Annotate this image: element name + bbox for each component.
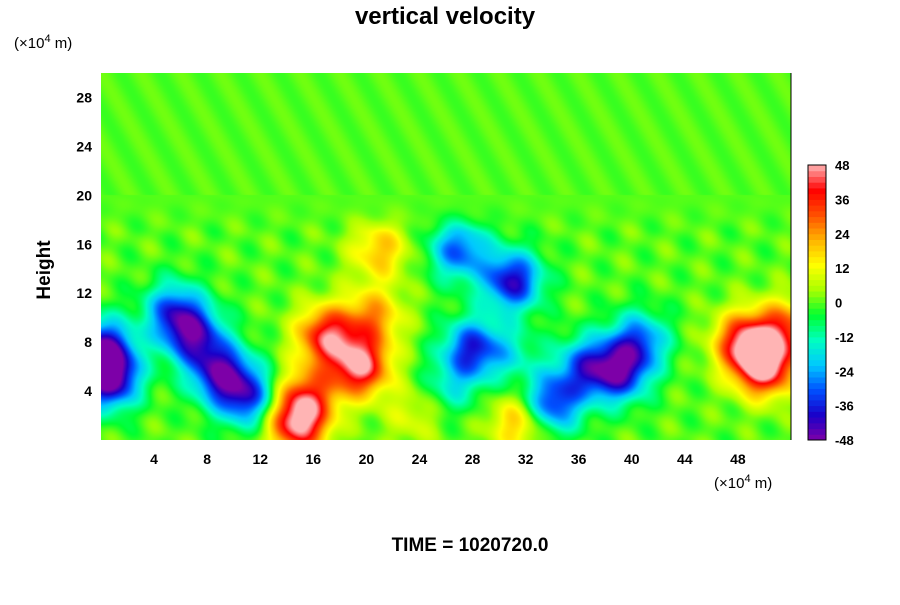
- colorbar-swatch: [808, 302, 826, 309]
- x-tick-label: 36: [571, 451, 587, 467]
- colorbar-swatch: [808, 165, 826, 172]
- colorbar-swatch: [808, 365, 826, 372]
- colorbar-swatch: [808, 422, 826, 430]
- colorbar-swatch: [808, 268, 826, 275]
- colorbar-swatch: [808, 342, 826, 349]
- colorbar-swatch: [808, 308, 826, 315]
- x-tick-label: 16: [306, 451, 322, 467]
- plot-area: [101, 73, 792, 440]
- x-tick-label: 24: [412, 451, 428, 467]
- colorbar-swatch: [808, 250, 826, 258]
- colorbar-swatch: [808, 348, 826, 355]
- colorbar-swatch: [808, 428, 826, 435]
- colorbar-swatch: [808, 376, 826, 384]
- colorbar: [807, 164, 827, 441]
- colorbar-swatch: [808, 405, 826, 412]
- colorbar-tick-label: 36: [835, 192, 849, 207]
- x-tick-label: 40: [624, 451, 640, 467]
- colorbar-ticks: 48 36 24 12 0 -12 -24 -36 -48: [835, 158, 855, 448]
- colorbar-swatch: [808, 187, 826, 195]
- colorbar-swatch: [808, 170, 826, 177]
- colorbar-swatch: [808, 291, 826, 298]
- x-tick-label: 44: [677, 451, 693, 467]
- y-tick-label: 20: [76, 187, 92, 203]
- colorbar-swatch: [808, 222, 826, 229]
- y-axis-ticks: 4 8 12 16 20 24 28: [76, 89, 92, 399]
- x-tick-label: 48: [730, 451, 746, 467]
- colorbar-swatch: [808, 199, 826, 206]
- x-tick-label: 20: [359, 451, 375, 467]
- colorbar-swatch: [808, 233, 826, 240]
- colorbar-swatch: [808, 411, 826, 418]
- y-tick-label: 12: [76, 285, 92, 301]
- colorbar-tick-label: 12: [835, 261, 849, 276]
- colorbar-tick-label: -36: [835, 399, 854, 414]
- y-tick-label: 4: [84, 383, 92, 399]
- x-tick-label: 8: [203, 451, 211, 467]
- colorbar-tick-label: 48: [835, 158, 849, 173]
- colorbar-swatch: [808, 434, 826, 441]
- colorbar-swatch: [808, 239, 826, 246]
- colorbar-swatch: [808, 354, 826, 361]
- x-axis-ticks: 4 8 12 16 20 24 28 32 36 40 44 48: [150, 451, 746, 467]
- colorbar-swatch: [808, 394, 826, 401]
- y-tick-label: 28: [76, 89, 92, 105]
- x-tick-label: 28: [465, 451, 481, 467]
- colorbar-swatch: [808, 331, 826, 338]
- y-tick-label: 24: [76, 138, 92, 154]
- colorbar-swatch: [808, 176, 826, 183]
- colorbar-swatch: [808, 371, 826, 378]
- colorbar-swatch: [808, 216, 826, 223]
- y-tick-label: 8: [84, 334, 92, 350]
- x-unit-label: (×104 m): [714, 473, 772, 492]
- colorbar-swatch: [808, 285, 826, 292]
- colorbar-swatch: [808, 279, 826, 286]
- colorbar-swatch: [808, 325, 826, 332]
- velocity-field: [101, 73, 791, 440]
- chart-title: vertical velocity: [355, 3, 536, 30]
- colorbar-swatch: [808, 313, 826, 321]
- colorbar-swatch: [808, 273, 826, 281]
- x-tick-label: 32: [518, 451, 534, 467]
- colorbar-swatch: [808, 399, 826, 407]
- colorbar-tick-label: -48: [835, 433, 854, 448]
- colorbar-swatch: [808, 382, 826, 389]
- colorbar-swatch: [808, 245, 826, 252]
- colorbar-swatch: [808, 296, 826, 303]
- colorbar-swatch: [808, 388, 826, 395]
- colorbar-swatch: [808, 193, 826, 200]
- colorbar-tick-label: -12: [835, 330, 854, 345]
- colorbar-swatch: [808, 417, 826, 424]
- colorbar-tick-label: 24: [835, 227, 850, 242]
- colorbar-swatch: [808, 262, 826, 269]
- colorbar-tick-label: -24: [835, 364, 855, 379]
- colorbar-swatch: [808, 205, 826, 212]
- colorbar-tick-label: 0: [835, 296, 842, 311]
- colorbar-swatch: [808, 210, 826, 218]
- colorbar-swatch: [808, 182, 826, 189]
- colorbar-swatch: [808, 228, 826, 235]
- colorbar-swatch: [808, 319, 826, 326]
- colorbar-frame: [807, 164, 827, 441]
- colorbar-swatch: [808, 256, 826, 263]
- y-unit-label: (×104 m): [14, 33, 72, 52]
- time-label: TIME = 1020720.0: [392, 535, 549, 556]
- colorbar-swatch: [808, 336, 826, 344]
- y-tick-label: 16: [76, 236, 92, 252]
- x-tick-label: 4: [150, 451, 158, 467]
- y-axis-label: Height: [34, 240, 55, 300]
- x-tick-label: 12: [252, 451, 268, 467]
- colorbar-swatch: [808, 359, 826, 367]
